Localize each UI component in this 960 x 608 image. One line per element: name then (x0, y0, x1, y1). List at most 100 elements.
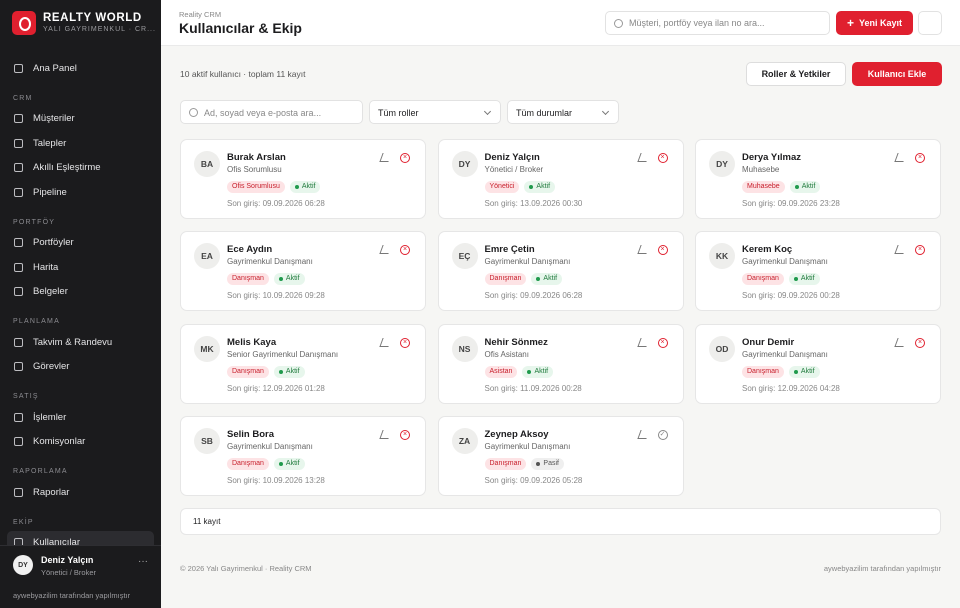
user-card[interactable]: OD Onur Demir Gayrimenkul Danışmanı Danışma… (695, 323, 941, 404)
user-card[interactable]: BA Burak Arslan Ofis Sorumlusu Ofis Sorumlu… (180, 139, 426, 219)
nav-item[interactable]: Belgeler (0, 280, 161, 305)
status-badge: Aktif (788, 273, 820, 286)
edit-button[interactable] (379, 429, 392, 439)
deactivate-button[interactable]: × (657, 337, 668, 348)
nav-item[interactable]: Kullanıcılar (7, 530, 154, 545)
edit-button[interactable] (636, 245, 650, 255)
user-card[interactable]: EA Ece Aydın Gayrimenkul Danışmanı Danışman… (180, 231, 426, 312)
avatar: DY (451, 151, 478, 177)
nav-label: Talepler (33, 137, 67, 149)
deactivate-button[interactable]: × (400, 429, 410, 440)
edit-button[interactable] (636, 337, 650, 347)
role-badge: Danışman (227, 457, 269, 470)
deactivate-button[interactable]: × (400, 245, 410, 256)
user-role: Yönetici / Broker (41, 568, 97, 577)
status-filter[interactable]: Tüm durumlar (507, 100, 619, 124)
deactivate-button[interactable]: × (657, 153, 668, 163)
user-panel[interactable]: DY Deniz Yalçın Yönetici / Broker ··· ay… (0, 545, 161, 608)
global-search[interactable]: Müşteri, portföy veya ilan no ara... (605, 11, 830, 35)
nav-section: EKİP (13, 518, 34, 526)
user-card[interactable]: ZA Zeynep Aksoy Gayrimenkul Danışmanı Danış… (437, 415, 684, 496)
deactivate-button[interactable]: × (400, 153, 410, 163)
user-title: Gayrimenkul Danışmanı (484, 257, 571, 267)
edit-button[interactable] (379, 337, 392, 347)
user-title: Ofis Asistanı (484, 349, 529, 359)
nav-item[interactable]: Komisyonlar (0, 430, 161, 455)
nav-icon (14, 362, 23, 372)
nav-label: Raporlar (33, 486, 70, 498)
status-badge: Aktif (524, 181, 556, 193)
user-name: Deniz Yalçın (41, 555, 94, 565)
user-card[interactable]: NS Nehir Sönmez Ofis Asistanı Asistan Aktif S… (437, 323, 684, 404)
nav-section: PLANLAMA (13, 318, 60, 325)
edit-button[interactable] (894, 245, 907, 255)
user-name: Kerem Koç (742, 244, 793, 256)
edit-button[interactable] (894, 337, 907, 347)
breadcrumb: Reality CRM (179, 10, 222, 19)
avatar: SB (194, 427, 220, 454)
avatar: MK (194, 335, 220, 362)
notifications[interactable] (918, 11, 942, 35)
user-card[interactable]: EÇ Emre Çetin Gayrimenkul Danışmanı Danışma… (437, 231, 684, 312)
user-name: Nehir Sönmez (484, 336, 548, 348)
nav-item[interactable]: Portföyler (0, 231, 161, 256)
user-card[interactable]: DY Derya Yılmaz Muhasebe Muhasebe Aktif Son g… (695, 139, 941, 219)
menu-dots[interactable]: ··· (138, 556, 148, 567)
user-name: Emre Çetin (484, 244, 535, 256)
nav-label: Görevler (33, 361, 70, 373)
role-badge: Muhasebe (742, 181, 785, 193)
nav-icon (14, 337, 23, 347)
edit-button[interactable] (379, 245, 392, 255)
last-login: Son giriş: 10.09.2026 09:28 (227, 291, 325, 301)
role-filter[interactable]: Tüm roller (369, 100, 501, 124)
nav-icon (14, 114, 23, 124)
nav-item[interactable]: İşlemler (0, 405, 161, 430)
nav-item[interactable]: Pipeline (0, 180, 161, 205)
deactivate-button[interactable]: × (915, 337, 925, 348)
user-title: Gayrimenkul Danışmanı (484, 441, 571, 451)
user-card[interactable]: SB Selin Bora Gayrimenkul Danışmanı Danışma… (180, 415, 426, 496)
edit-button[interactable] (636, 429, 650, 439)
nav-item[interactable]: Takvim & Randevu (0, 330, 161, 355)
edit-button[interactable] (894, 153, 907, 162)
status-badge: Pasif (531, 457, 564, 470)
status-badge: Aktif (273, 457, 305, 470)
last-login: Son giriş: 11.09.2026 00:28 (484, 383, 582, 393)
nav-label: Pipeline (33, 186, 67, 198)
deactivate-button[interactable]: × (915, 153, 925, 163)
last-login: Son giriş: 10.09.2026 13:28 (227, 475, 325, 485)
avatar: BA (194, 151, 220, 177)
nav-item[interactable]: Talepler (0, 131, 161, 156)
nav: Ana Panel CRM Müşteriler Talepler Akıllı Eş… (0, 56, 161, 545)
role-badge: Yönetici (484, 181, 520, 193)
nav-item[interactable]: Görevler (0, 355, 161, 380)
user-title: Senior Gayrimenkul Danışmanı (227, 349, 339, 359)
deactivate-button[interactable]: × (915, 245, 925, 256)
nav-label: Kullanıcılar (33, 537, 80, 545)
roles-button[interactable]: Roller & Yetkiler (746, 62, 846, 86)
user-card[interactable]: MK Melis Kaya Senior Gayrimenkul Danışmanı… (180, 323, 426, 404)
nav-item[interactable]: Harita (0, 255, 161, 280)
last-login: Son giriş: 09.09.2026 23:28 (742, 199, 840, 208)
nav-icon (14, 138, 23, 148)
edit-button[interactable] (379, 153, 392, 162)
nav-item[interactable]: Ana Panel (0, 56, 161, 81)
new-button-label: Yeni Kayıt (858, 18, 903, 28)
user-search[interactable]: Ad, soyad veya e-posta ara... (180, 100, 363, 124)
nav-item[interactable]: Müşteriler (0, 107, 161, 132)
edit-button[interactable] (636, 153, 650, 162)
add-user-button[interactable]: Kullanıcı Ekle (852, 62, 942, 86)
activate-button[interactable]: ✓ (657, 429, 668, 440)
deactivate-button[interactable]: × (400, 337, 410, 348)
user-name: Burak Arslan (227, 152, 286, 163)
user-card[interactable]: DY Deniz Yalçın Yönetici / Broker Yönetici A… (437, 139, 684, 219)
status-badge: Aktif (788, 365, 820, 378)
nav-item[interactable]: Akıllı Eşleştirme (0, 156, 161, 181)
nav-item[interactable]: Raporlar (0, 480, 161, 505)
deactivate-button[interactable]: × (657, 245, 668, 256)
new-button[interactable]: + Yeni Kayıt (836, 11, 913, 35)
role-badge: Danışman (227, 365, 269, 378)
user-card[interactable]: KK Kerem Koç Gayrimenkul Danışmanı Danışman… (695, 231, 941, 312)
last-login: Son giriş: 13.09.2026 00:30 (484, 199, 583, 208)
